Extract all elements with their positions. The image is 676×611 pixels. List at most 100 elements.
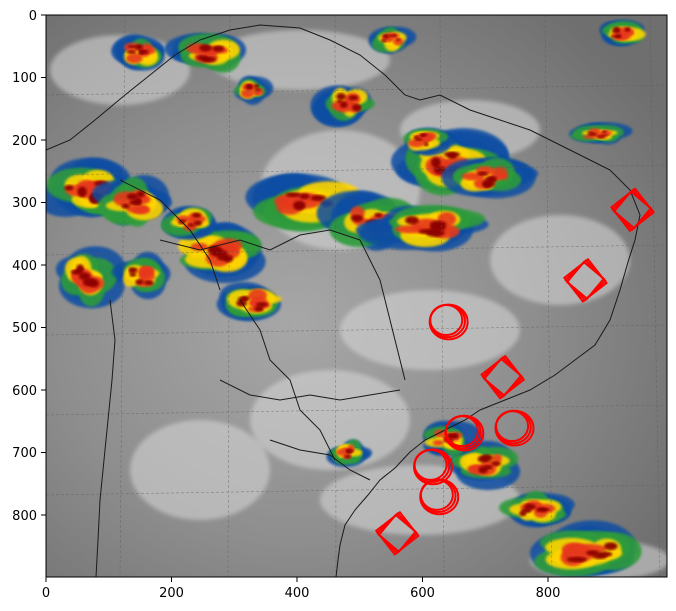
- cloud-blob: [447, 152, 457, 159]
- red-marker: [482, 357, 523, 397]
- cloud-blob: [64, 184, 74, 191]
- cloud-blob: [429, 223, 446, 232]
- cloud-blob: [604, 542, 618, 551]
- cloud-blob: [491, 453, 503, 463]
- svg-text:700: 700: [12, 446, 37, 461]
- cloud-blob: [134, 197, 142, 205]
- cloud-blob: [127, 45, 137, 49]
- axes-frame: [45, 14, 668, 578]
- red-marker: [412, 448, 453, 486]
- svg-text:200: 200: [12, 134, 37, 149]
- cloud-blob: [477, 171, 489, 176]
- x-tick: 400: [285, 577, 310, 601]
- cloud-blob: [255, 302, 269, 307]
- cloud-blob: [414, 137, 423, 141]
- cloud-blob: [352, 104, 362, 112]
- cloud-blob: [348, 95, 359, 101]
- svg-text:300: 300: [12, 196, 37, 211]
- cloud-blob: [138, 50, 144, 55]
- svg-text:100: 100: [12, 71, 37, 86]
- cloud-blob: [519, 510, 527, 517]
- cloud-blob: [126, 50, 137, 54]
- cloud-blob: [212, 45, 225, 52]
- cloud-blob: [336, 92, 347, 101]
- cloud-blob: [241, 89, 255, 98]
- cloud-blob: [188, 214, 206, 224]
- y-tick: 600: [12, 384, 46, 399]
- x-tick: 0: [42, 577, 50, 601]
- cloud-blob: [254, 88, 262, 92]
- cloud-blob: [396, 38, 401, 41]
- svg-text:500: 500: [12, 321, 37, 336]
- cloud-blob: [624, 27, 631, 32]
- cloud-blob: [491, 461, 502, 466]
- y-tick: 200: [12, 134, 46, 149]
- red-marker: [494, 409, 535, 447]
- svg-text:600: 600: [410, 586, 435, 601]
- cloud-blob: [420, 133, 428, 137]
- y-tick: 400: [12, 259, 46, 274]
- svg-text:0: 0: [42, 586, 50, 601]
- cloud-blob: [126, 193, 138, 200]
- red-marker: [481, 355, 524, 399]
- red-marker: [419, 478, 460, 516]
- cloud-blob: [132, 205, 151, 215]
- cloud-blob: [393, 37, 404, 46]
- y-tick: 500: [12, 321, 46, 336]
- x-tick: 600: [410, 577, 435, 601]
- cloud-blob: [245, 84, 253, 89]
- cloud-blob: [483, 181, 491, 188]
- red-marker: [444, 414, 485, 452]
- cloud-blob: [135, 279, 144, 285]
- cloud-blob: [613, 26, 620, 32]
- svg-text:400: 400: [12, 259, 37, 274]
- cloud-blob: [523, 503, 536, 510]
- cloud-blob: [253, 84, 260, 89]
- cloud-blob: [70, 269, 82, 275]
- cloud-blob: [484, 464, 493, 470]
- cloud-blob: [293, 200, 306, 211]
- cloud-blob: [611, 35, 621, 38]
- red-markers: [374, 187, 655, 556]
- cloud-blob: [413, 135, 419, 139]
- cloud-blob: [126, 53, 143, 64]
- cloud-blob: [77, 186, 87, 198]
- cloud-blob: [248, 288, 267, 302]
- cloud-blob: [374, 212, 383, 218]
- cloud-blob: [447, 433, 458, 438]
- x-tick: 800: [536, 577, 560, 601]
- red-marker: [564, 259, 607, 302]
- cloud-blob: [144, 266, 154, 275]
- cloud-blob: [597, 551, 613, 557]
- cloud-blob: [382, 34, 389, 39]
- svg-text:200: 200: [159, 586, 184, 601]
- cloud-blob: [566, 556, 588, 563]
- cloud-blob: [135, 44, 143, 51]
- y-axis: 0 100 200 300 400 500 600 700 800: [12, 9, 46, 524]
- cloud-blob: [210, 249, 228, 258]
- cloud-blob: [339, 101, 348, 109]
- red-marker: [611, 188, 654, 232]
- cloud-blob: [199, 44, 212, 52]
- cloud-blob: [187, 223, 195, 227]
- svg-text:400: 400: [285, 586, 310, 601]
- red-marker: [565, 260, 606, 301]
- red-marker: [480, 354, 526, 400]
- cloud-blob: [388, 34, 394, 38]
- cloud-blob: [299, 193, 310, 200]
- coastlines: [46, 24, 641, 577]
- cloud-blob: [345, 448, 351, 454]
- cloud-blob: [136, 190, 145, 198]
- x-axis: 0 200 400 600 800: [42, 577, 560, 601]
- x-tick: 200: [159, 577, 184, 601]
- cloud-blob: [89, 279, 100, 288]
- red-marker: [377, 513, 417, 554]
- cloud-blob: [596, 135, 606, 139]
- cloud-blob: [491, 166, 508, 180]
- cloud-blob: [192, 212, 202, 218]
- svg-text:0: 0: [29, 9, 37, 24]
- red-marker: [428, 303, 469, 341]
- cloud-blob: [477, 455, 489, 463]
- y-tick: 800: [12, 509, 46, 524]
- cloud-blob: [254, 305, 264, 312]
